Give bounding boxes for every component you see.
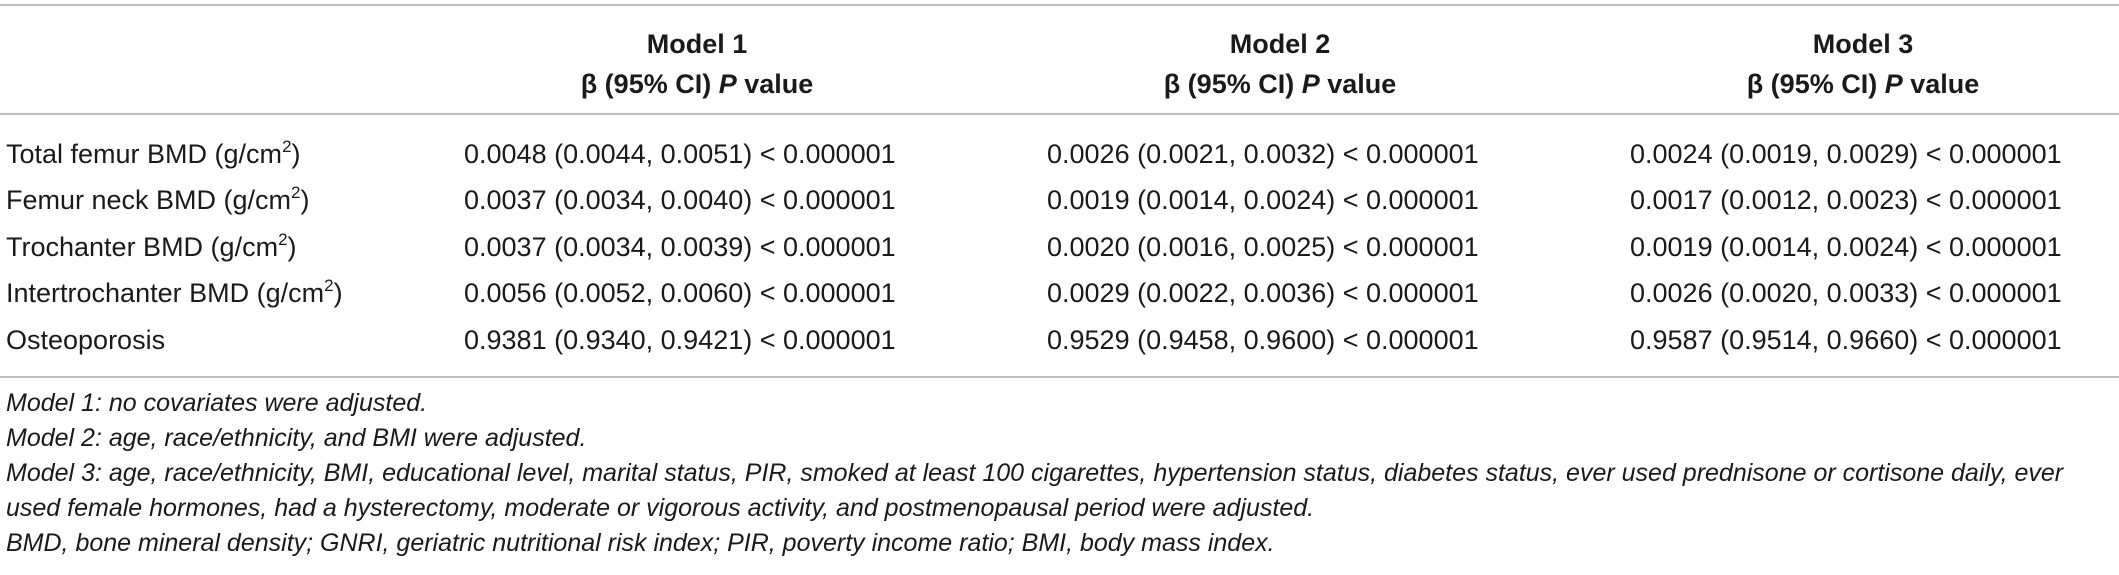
footnote-model-1: Model 1: no covariates were adjusted. bbox=[6, 389, 428, 417]
column-header-stat: β (95% CI) P value bbox=[1746, 69, 1980, 99]
row-label: Intertrochanter BMD (g/cm2) bbox=[6, 276, 343, 308]
column-header-model-3: Model 3 β (95% CI) P value bbox=[1628, 24, 2098, 104]
cell-model-3: 0.0019 (0.0014, 0.0024) < 0.000001 bbox=[1630, 232, 2062, 262]
column-header-title: Model 2 bbox=[1229, 29, 1331, 59]
column-header-title: Model 1 bbox=[646, 29, 748, 59]
cell-model-3: 0.0026 (0.0020, 0.0033) < 0.000001 bbox=[1630, 278, 2062, 308]
cell-model-2: 0.0020 (0.0016, 0.0025) < 0.000001 bbox=[1047, 232, 1479, 262]
column-header-stat: β (95% CI) P value bbox=[580, 69, 814, 99]
cell-model-3: 0.9587 (0.9514, 0.9660) < 0.000001 bbox=[1630, 325, 2062, 355]
footnote-model-2: Model 2: age, race/ethnicity, and BMI we… bbox=[6, 424, 587, 452]
row-label: Total femur BMD (g/cm2) bbox=[6, 137, 301, 169]
table-row: Trochanter BMD (g/cm2) 0.0037 (0.0034, 0… bbox=[0, 224, 2119, 270]
table-row: Total femur BMD (g/cm2) 0.0048 (0.0044, … bbox=[0, 131, 2119, 177]
column-header-stat: β (95% CI) P value bbox=[1163, 69, 1397, 99]
footnote-model-3: Model 3: age, race/ethnicity, BMI, educa… bbox=[6, 459, 2064, 522]
column-header-model-1: Model 1 β (95% CI) P value bbox=[462, 24, 932, 104]
cell-model-2: 0.9529 (0.9458, 0.9600) < 0.000001 bbox=[1047, 325, 1479, 355]
table-row: Intertrochanter BMD (g/cm2) 0.0056 (0.00… bbox=[0, 270, 2119, 316]
column-header-title: Model 3 bbox=[1812, 29, 1914, 59]
table-row: Osteoporosis 0.9381 (0.9340, 0.9421) < 0… bbox=[0, 317, 2119, 363]
cell-model-1: 0.0037 (0.0034, 0.0039) < 0.000001 bbox=[464, 232, 896, 262]
table-bottom-rule bbox=[0, 376, 2119, 378]
table-header-rule bbox=[0, 113, 2119, 115]
row-label: Trochanter BMD (g/cm2) bbox=[6, 230, 297, 262]
table-footnotes: Model 1: no covariates were adjusted. Mo… bbox=[6, 386, 2111, 561]
cell-model-1: 0.0037 (0.0034, 0.0040) < 0.000001 bbox=[464, 185, 896, 215]
cell-model-3: 0.0017 (0.0012, 0.0023) < 0.000001 bbox=[1630, 185, 2062, 215]
table-top-rule bbox=[0, 4, 2119, 6]
cell-model-1: 0.0056 (0.0052, 0.0060) < 0.000001 bbox=[464, 278, 896, 308]
footnote-abbreviations: BMD, bone mineral density; GNRI, geriatr… bbox=[6, 529, 1275, 557]
cell-model-1: 0.9381 (0.9340, 0.9421) < 0.000001 bbox=[464, 325, 896, 355]
cell-model-1: 0.0048 (0.0044, 0.0051) < 0.000001 bbox=[464, 139, 896, 169]
row-label: Femur neck BMD (g/cm2) bbox=[6, 183, 310, 215]
cell-model-3: 0.0024 (0.0019, 0.0029) < 0.000001 bbox=[1630, 139, 2062, 169]
cell-model-2: 0.0019 (0.0014, 0.0024) < 0.000001 bbox=[1047, 185, 1479, 215]
cell-model-2: 0.0026 (0.0021, 0.0032) < 0.000001 bbox=[1047, 139, 1479, 169]
column-header-model-2: Model 2 β (95% CI) P value bbox=[1045, 24, 1515, 104]
table-row: Femur neck BMD (g/cm2) 0.0037 (0.0034, 0… bbox=[0, 177, 2119, 223]
row-label: Osteoporosis bbox=[6, 325, 166, 355]
cell-model-2: 0.0029 (0.0022, 0.0036) < 0.000001 bbox=[1047, 278, 1479, 308]
